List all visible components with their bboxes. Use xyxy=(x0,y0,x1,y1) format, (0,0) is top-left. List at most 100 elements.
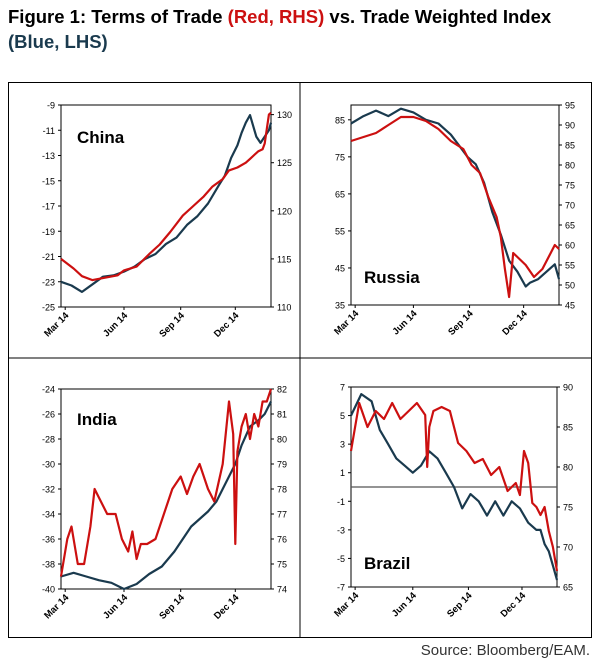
right-axis-tick-label: 95 xyxy=(565,101,575,111)
x-axis-tick-label: Jun 14 xyxy=(101,592,131,622)
right-axis-tick-label: 120 xyxy=(277,206,292,216)
right-axis-tick-label: 45 xyxy=(565,301,575,311)
left-axis-tick-label: -9 xyxy=(47,101,55,111)
source-note: Source: Bloomberg/EAM. xyxy=(420,642,590,659)
x-axis-tick-label: Jun 14 xyxy=(101,310,131,340)
x-axis-tick-label: Sep 14 xyxy=(445,590,475,620)
left-axis-tick-label: 3 xyxy=(340,440,345,450)
left-axis-tick-label: -3 xyxy=(337,525,345,535)
terms-of-trade-line xyxy=(349,401,559,572)
right-axis-tick-label: 74 xyxy=(277,585,287,595)
right-axis-tick-label: 80 xyxy=(565,161,575,171)
terms-of-trade-line xyxy=(60,111,272,282)
x-axis-tick-label: Mar 14 xyxy=(332,590,362,620)
left-axis-tick-label: 35 xyxy=(335,301,345,311)
right-axis-tick-label: 90 xyxy=(565,121,575,131)
x-axis-tick-label: Sep 14 xyxy=(157,592,187,622)
chart-grid-frame: -9 -11 -13 -15 -17 -19 -21 -23 -25 130 125 120 115 11… xyxy=(8,82,592,638)
left-axis-tick-label: 7 xyxy=(340,383,345,393)
x-axis-tick-label: Dec 14 xyxy=(500,308,530,338)
left-axis-tick-label: 1 xyxy=(340,468,345,478)
x-axis-tick-label: Jun 14 xyxy=(390,590,420,620)
left-axis-tick-label: 75 xyxy=(335,152,345,162)
left-axis-tick-label: -11 xyxy=(43,126,55,136)
left-axis-tick-label: -23 xyxy=(42,277,55,287)
terms-of-trade-line xyxy=(350,115,560,299)
left-axis-tick-label: 45 xyxy=(335,263,345,273)
panel-title: Russia xyxy=(364,268,420,287)
left-axis-tick-label: -32 xyxy=(42,485,55,495)
right-axis-tick-label: 125 xyxy=(277,158,292,168)
right-axis-tick-label: 82 xyxy=(277,385,287,395)
terms-of-trade-line xyxy=(59,388,273,577)
right-axis-tick-label: 78 xyxy=(277,485,287,495)
x-axis-tick-label: Jun 14 xyxy=(390,308,420,338)
title-blue-part: (Blue, LHS) xyxy=(8,31,108,52)
right-axis-tick-label: 70 xyxy=(563,543,573,553)
right-axis-tick-label: 115 xyxy=(277,254,291,264)
right-axis-tick-label: 79 xyxy=(277,460,287,470)
left-axis-tick-label: -34 xyxy=(42,510,55,520)
left-axis-tick-label: -24 xyxy=(42,385,55,395)
right-axis-tick-label: 60 xyxy=(565,241,575,251)
right-axis-tick-label: 85 xyxy=(563,423,573,433)
x-axis-tick-label: Mar 14 xyxy=(42,310,72,340)
title-red-part: (Red, RHS) xyxy=(227,6,325,27)
panel-title: India xyxy=(77,410,117,429)
charts-svg: -9-11-13-15-17-19-21-23-2513012512011511… xyxy=(9,83,591,637)
left-axis-tick-label: -40 xyxy=(42,585,55,595)
left-axis-tick-label: 85 xyxy=(335,115,345,125)
left-axis-tick-label: -25 xyxy=(42,303,55,313)
trade-weighted-index-line xyxy=(350,107,561,288)
trade-weighted-index-line xyxy=(60,113,273,293)
left-axis-tick-label: -36 xyxy=(42,535,55,545)
right-axis-tick-label: 90 xyxy=(563,383,573,393)
right-axis-tick-label: 77 xyxy=(277,510,287,520)
left-axis-tick-label: 5 xyxy=(340,411,345,421)
left-axis-tick-label: -17 xyxy=(42,202,55,212)
chart-panel-india: -24 -26 -28 -30 -32 -34 -36 -38 -40 82 81 80 79 78 77 7… xyxy=(42,385,287,622)
left-axis-tick-label: -5 xyxy=(337,554,345,564)
left-axis-tick-label: -1 xyxy=(337,497,345,507)
right-axis-tick-label: 130 xyxy=(277,110,292,120)
left-axis-tick-label: -30 xyxy=(42,460,55,470)
left-axis-tick-label: -19 xyxy=(42,227,55,237)
left-axis-tick-label: -7 xyxy=(337,583,345,593)
x-axis-tick-label: Dec 14 xyxy=(499,590,529,620)
right-axis-tick-label: 70 xyxy=(565,201,575,211)
x-axis-tick-label: Sep 14 xyxy=(157,310,187,340)
x-axis-tick-label: Mar 14 xyxy=(42,592,72,622)
right-axis-tick-label: 75 xyxy=(565,181,575,191)
left-axis-tick-label: -21 xyxy=(42,252,55,262)
chart-panel-china: -9 -11 -13 -15 -17 -19 -21 -23 -25 130 125 120 115 11… xyxy=(42,101,292,340)
right-axis-tick-label: 65 xyxy=(565,221,575,231)
x-axis-tick-label: Mar 14 xyxy=(332,308,362,338)
left-axis-tick-label: 65 xyxy=(335,189,345,199)
panel-title: China xyxy=(77,128,125,147)
left-axis-tick-label: -26 xyxy=(42,410,55,420)
trade-weighted-index-line xyxy=(60,401,272,591)
left-axis-tick-label: -38 xyxy=(42,560,55,570)
right-axis-tick-label: 65 xyxy=(563,583,573,593)
title-middle: vs. Trade Weighted Index xyxy=(324,6,552,27)
right-axis-tick-label: 55 xyxy=(565,261,575,271)
right-axis-tick-label: 76 xyxy=(277,535,287,545)
panel-title: Brazil xyxy=(364,554,410,573)
left-axis-tick-label: -28 xyxy=(42,435,55,445)
x-axis-tick-label: Sep 14 xyxy=(446,308,476,338)
right-axis-tick-label: 85 xyxy=(565,141,575,151)
right-axis-tick-label: 50 xyxy=(565,281,575,291)
x-axis-tick-label: Dec 14 xyxy=(212,310,242,340)
left-axis-tick-label: 55 xyxy=(335,226,345,236)
left-axis-tick-label: -15 xyxy=(42,176,55,186)
right-axis-tick-label: 80 xyxy=(563,463,573,473)
right-axis-tick-label: 110 xyxy=(277,303,291,313)
right-axis-tick-label: 75 xyxy=(563,503,573,513)
x-axis-tick-label: Dec 14 xyxy=(212,592,242,622)
title-prefix: Figure 1: Terms of Trade xyxy=(8,6,228,27)
trade-weighted-index-line xyxy=(350,393,559,581)
figure-title: Figure 1: Terms of Trade (Red, RHS) vs. … xyxy=(8,4,593,54)
right-axis-tick-label: 80 xyxy=(277,435,287,445)
right-axis-tick-label: 75 xyxy=(277,560,287,570)
